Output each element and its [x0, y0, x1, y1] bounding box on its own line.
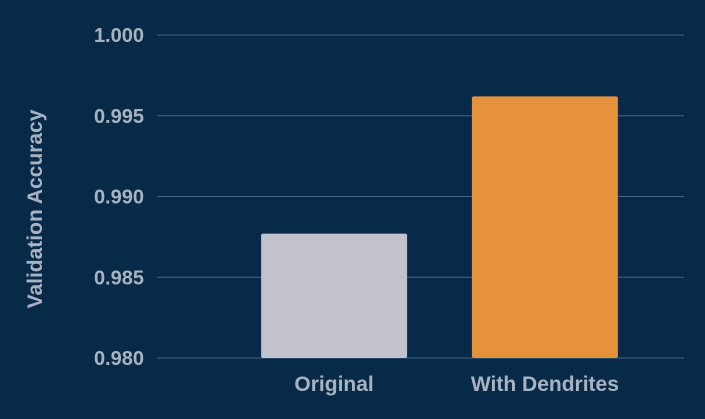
y-tick-label: 1.000 [94, 25, 144, 47]
bar-original [261, 233, 408, 358]
y-tick-label: 0.995 [94, 106, 144, 128]
x-tick-label: With Dendrites [471, 373, 619, 396]
x-axis-ticks: Original With Dendrites [294, 373, 618, 396]
y-axis-ticks: 0.980 0.985 0.990 0.995 1.000 [94, 25, 144, 370]
y-tick-label: 0.990 [94, 187, 144, 209]
bar-with-dendrites [471, 96, 618, 359]
y-tick-label: 0.985 [94, 267, 144, 289]
x-tick-label: Original [294, 373, 373, 396]
bars [261, 96, 618, 359]
y-tick-label: 0.980 [94, 348, 144, 370]
y-axis-title: Validation Accuracy [24, 109, 47, 308]
